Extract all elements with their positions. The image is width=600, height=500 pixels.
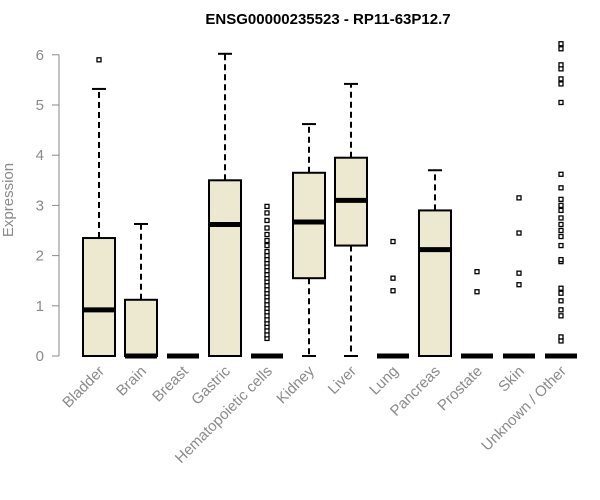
outlier-point xyxy=(558,298,564,304)
outlier-point xyxy=(558,233,564,240)
box-group xyxy=(208,52,242,357)
outlier-point xyxy=(264,248,270,255)
chart-title: ENSG00000235523 - RP11-63P12.7 xyxy=(205,11,450,28)
outlier-point xyxy=(558,313,564,319)
outlier-point xyxy=(516,195,522,201)
box-group xyxy=(418,169,452,357)
outlier-point xyxy=(558,227,564,234)
outlier-point xyxy=(558,202,564,209)
y-tick-label: 6 xyxy=(36,47,44,64)
outlier-point xyxy=(558,207,564,214)
outlier-point xyxy=(558,242,564,249)
box-group xyxy=(292,123,326,357)
y-tick-label: 4 xyxy=(36,147,44,164)
x-tick-label: Liver xyxy=(325,363,360,398)
y-axis: 0 1 2 3 4 5 6 xyxy=(36,47,60,365)
outlier-point xyxy=(558,215,564,221)
y-tick-label: 5 xyxy=(36,97,44,114)
outlier-point xyxy=(558,196,564,203)
x-tick-label: Breast xyxy=(149,362,192,405)
x-tick-label: Prostate xyxy=(434,363,486,415)
outlier-point xyxy=(558,81,564,87)
outlier-point xyxy=(516,270,522,276)
outlier-point xyxy=(516,282,522,288)
y-tick-label: 1 xyxy=(36,298,44,315)
outlier-point xyxy=(558,76,564,82)
box-group xyxy=(503,195,535,359)
outlier-point xyxy=(390,238,396,245)
box-group xyxy=(82,57,116,357)
y-tick-label: 3 xyxy=(36,197,44,214)
outlier-point xyxy=(558,46,564,52)
box-group xyxy=(251,203,283,359)
outlier-point xyxy=(474,269,480,275)
outlier-point xyxy=(558,307,564,313)
outlier-point xyxy=(264,203,270,210)
outlier-point xyxy=(96,57,102,63)
outlier-point xyxy=(558,334,564,340)
outlier-point xyxy=(264,242,270,249)
outlier-point xyxy=(558,99,564,106)
outlier-point xyxy=(264,217,270,224)
outlier-point xyxy=(264,210,270,216)
outlier-point xyxy=(264,231,270,238)
x-tick-label: Kidney xyxy=(273,362,318,407)
box-group xyxy=(124,222,158,359)
box xyxy=(82,237,116,357)
outlier-point xyxy=(558,171,564,177)
outlier-point xyxy=(558,221,564,228)
outlier-point xyxy=(558,285,564,291)
box xyxy=(292,171,326,280)
box-group xyxy=(545,41,577,359)
y-tick-label: 2 xyxy=(36,248,44,265)
x-tick-label: Brain xyxy=(113,363,150,400)
outlier-point xyxy=(558,41,564,47)
outlier-point xyxy=(264,225,270,231)
x-tick-label: Lung xyxy=(366,363,402,399)
box xyxy=(208,179,242,357)
outlier-point xyxy=(516,230,522,236)
box-group xyxy=(461,269,493,359)
outlier-point xyxy=(558,62,564,68)
outlier-point xyxy=(558,290,564,296)
outlier-point xyxy=(558,256,564,263)
y-tick-label: 0 xyxy=(36,348,44,365)
y-axis-label: Expression xyxy=(0,163,17,237)
outlier-point xyxy=(390,275,396,281)
outlier-point xyxy=(390,288,396,294)
box-group xyxy=(334,82,368,357)
x-tick-label: Skin xyxy=(495,363,528,396)
x-tick-label: Bladder xyxy=(59,363,108,412)
box-group xyxy=(377,238,409,359)
box xyxy=(418,209,452,357)
outlier-point xyxy=(264,237,270,244)
box xyxy=(124,298,158,357)
outlier-point xyxy=(474,289,480,295)
outlier-point xyxy=(558,185,564,191)
plot-area xyxy=(82,41,577,359)
